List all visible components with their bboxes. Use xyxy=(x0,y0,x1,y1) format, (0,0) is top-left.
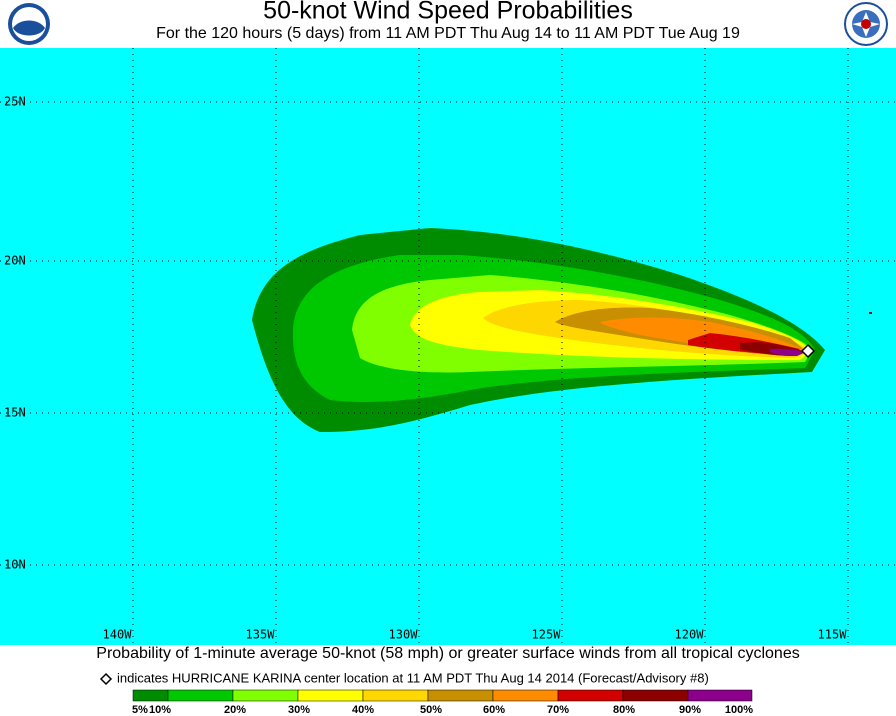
lat-label: 20N xyxy=(4,254,26,268)
storm-center xyxy=(800,343,816,359)
legend-label: 50% xyxy=(420,704,442,716)
legend-swatch xyxy=(297,689,364,702)
lon-label: 125W xyxy=(532,628,562,642)
legend-label: 5% xyxy=(132,704,148,716)
legend-swatch xyxy=(232,689,299,702)
lat-label: 25N xyxy=(4,95,26,109)
legend-label: 80% xyxy=(613,704,635,716)
lat-label: 15N xyxy=(4,406,26,420)
legend-label: 100% xyxy=(725,704,753,716)
speck xyxy=(869,312,872,314)
legend-label: 40% xyxy=(352,704,374,716)
legend-label: 30% xyxy=(288,704,310,716)
legend: 5% 10% 20% 30% 40% 50% 60% 70% 80% 90% 100% xyxy=(132,689,753,716)
lon-label: 135W xyxy=(246,628,276,642)
legend-swatch xyxy=(167,689,234,702)
contour-90 xyxy=(770,348,806,356)
lat-label: 10N xyxy=(4,558,26,572)
legend-swatch xyxy=(132,689,169,702)
lon-label: 115W xyxy=(818,628,848,642)
title: 50-knot Wind Speed Probabilities xyxy=(263,0,633,25)
legend-swatch xyxy=(622,689,689,702)
grid: 25N 20N 15N 10N 140W 135W 130W 125W 120W 115W xyxy=(0,48,896,645)
legend-swatch xyxy=(687,689,753,702)
subtitle: For the 120 hours (5 days) from 11 AM PD… xyxy=(156,25,740,42)
center-symbol xyxy=(99,672,113,686)
lon-label: 140W xyxy=(103,628,133,642)
lon-label: 130W xyxy=(389,628,419,642)
legend-swatch xyxy=(362,689,429,702)
caption: Probability of 1-minute average 50-knot … xyxy=(96,645,799,662)
legend-label: 70% xyxy=(547,704,569,716)
legend-swatch xyxy=(557,689,624,702)
nws-logo xyxy=(844,2,888,46)
lon-label: 120W xyxy=(675,628,705,642)
probability-contours xyxy=(252,228,825,432)
legend-swatch xyxy=(427,689,494,702)
center-note: indicates HURRICANE KARINA center locati… xyxy=(117,670,709,685)
legend-label: 90% xyxy=(679,704,701,716)
legend-label: 10% xyxy=(149,704,171,716)
legend-swatch xyxy=(492,689,559,702)
legend-label: 20% xyxy=(224,704,246,716)
legend-label: 60% xyxy=(483,704,505,716)
noaa-logo xyxy=(8,3,50,45)
